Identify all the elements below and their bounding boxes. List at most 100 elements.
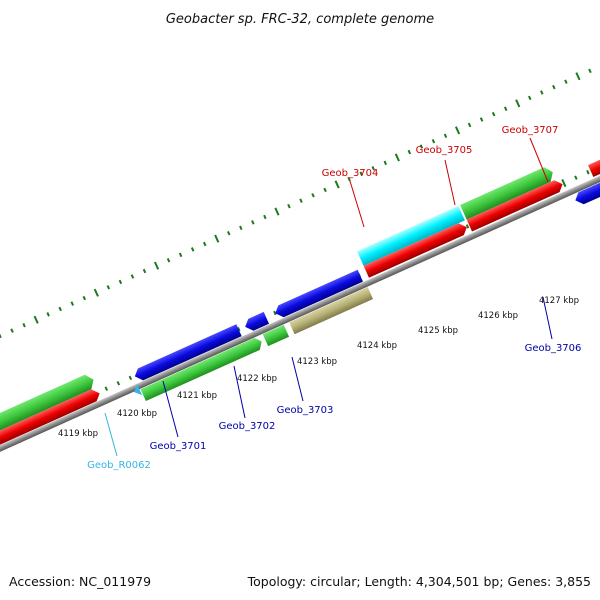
scale-label: 4119 kbp xyxy=(58,429,98,439)
upper-track-minor-tick xyxy=(82,295,87,301)
lower-track-minor-tick xyxy=(273,310,277,316)
leader-geob-3703 xyxy=(291,356,304,402)
upper-track-major-tick xyxy=(394,153,400,162)
gene-red-left xyxy=(0,389,100,477)
upper-track-minor-tick xyxy=(287,203,291,209)
leader-geob-3705 xyxy=(444,159,456,206)
upper-track-minor-tick xyxy=(166,257,171,263)
upper-tick-track xyxy=(0,68,592,339)
upper-track-major-tick xyxy=(33,315,39,324)
gene-label-geob-3706: Geob_3706 xyxy=(525,343,582,354)
leader-geob-3702 xyxy=(233,365,246,419)
gene-geob-3701-green xyxy=(140,337,262,402)
lower-track-minor-tick xyxy=(574,175,578,180)
upper-track-minor-tick xyxy=(443,133,448,139)
genome-summary-text: Topology: circular; Length: 4,304,501 bp… xyxy=(247,574,591,589)
upper-track-minor-tick xyxy=(431,138,436,144)
upper-track-major-tick xyxy=(454,126,461,135)
accession-text: Accession: NC_011979 xyxy=(9,574,151,589)
gene-label-geob-3703: Geob_3703 xyxy=(277,405,334,416)
gene-geob-3703-blue xyxy=(275,269,363,318)
lower-track-minor-tick xyxy=(465,224,470,229)
scale-label: 4123 kbp xyxy=(297,357,337,367)
upper-track-minor-tick xyxy=(118,279,123,285)
scale-label: 4120 kbp xyxy=(117,409,157,419)
upper-track-minor-tick xyxy=(371,165,376,171)
gene-label-geob-3701: Geob_3701 xyxy=(150,441,207,452)
upper-track-major-tick xyxy=(214,234,220,243)
upper-track-minor-tick xyxy=(239,225,243,231)
gene-geob-3705-green xyxy=(460,167,553,220)
gene-geob-3702-blue xyxy=(245,311,270,331)
upper-track-minor-tick xyxy=(527,95,532,101)
gene-geob-3702-green xyxy=(262,324,290,347)
gene-label-geob-r0062: Geob_R0062 xyxy=(87,460,151,471)
upper-track-minor-tick xyxy=(251,220,255,225)
upper-track-minor-tick xyxy=(299,198,303,203)
upper-track-minor-tick xyxy=(46,312,50,317)
upper-track-minor-tick xyxy=(130,274,135,279)
upper-track-major-tick xyxy=(274,207,280,216)
upper-track-minor-tick xyxy=(142,268,147,274)
upper-track-minor-tick xyxy=(467,122,472,128)
gene-geob-3707-red xyxy=(588,159,600,177)
upper-track-major-tick xyxy=(515,99,521,108)
upper-track-minor-tick xyxy=(552,84,556,90)
leader-geob-3706 xyxy=(542,296,553,340)
upper-track-minor-tick xyxy=(311,193,315,198)
leader-geob-3707 xyxy=(529,137,549,183)
gene-label-geob-3705: Geob_3705 xyxy=(416,145,473,156)
lower-track-minor-tick xyxy=(586,170,590,175)
upper-track-minor-tick xyxy=(10,328,14,333)
upper-track-minor-tick xyxy=(190,247,195,252)
upper-track-minor-tick xyxy=(202,241,207,247)
gene-green-left xyxy=(0,374,94,465)
upper-track-minor-tick xyxy=(178,252,183,258)
gene-geob-3705-red xyxy=(466,180,563,232)
scale-label: 4122 kbp xyxy=(237,374,277,384)
gene-geob-3706-blue xyxy=(575,180,600,205)
gene-geob-3704-red xyxy=(363,223,467,278)
upper-track-minor-tick xyxy=(564,79,568,84)
scale-label: 4127 kbp xyxy=(539,296,579,306)
upper-track-minor-tick xyxy=(503,106,508,111)
leader-geob-3704 xyxy=(349,180,365,228)
scale-label: 4124 kbp xyxy=(357,341,397,351)
upper-track-minor-tick xyxy=(347,176,351,182)
gene-name-labels: Geob_R0062 Geob_3701 Geob_3702 Geob_3703… xyxy=(87,125,581,471)
gene-label-geob-3707: Geob_3707 xyxy=(502,125,559,136)
upper-track-major-tick xyxy=(93,288,99,297)
upper-track-minor-tick xyxy=(106,285,111,290)
upper-track-major-tick xyxy=(575,72,581,81)
upper-track-minor-tick xyxy=(70,301,75,306)
scale-labels: 4119 kbp 4120 kbp 4121 kbp 4122 kbp 4123… xyxy=(58,296,579,439)
upper-track-major-tick xyxy=(153,261,160,270)
gene-geob-3701-blue xyxy=(134,324,242,381)
scale-label: 4121 kbp xyxy=(177,391,217,401)
upper-track-minor-tick xyxy=(58,306,62,312)
lower-track-minor-tick xyxy=(128,375,133,381)
lower-track-major-tick xyxy=(561,178,567,188)
upper-track-minor-tick xyxy=(479,117,484,122)
upper-track-minor-tick xyxy=(22,322,26,328)
upper-track-minor-tick xyxy=(419,144,424,149)
upper-track-minor-tick xyxy=(226,230,231,236)
upper-track-minor-tick xyxy=(407,149,412,155)
gene-label-geob-3704: Geob_3704 xyxy=(322,168,379,179)
lower-track-minor-tick xyxy=(236,326,241,332)
gene-features xyxy=(0,159,600,477)
gene-geob-3703-khaki xyxy=(289,287,373,335)
scale-label: 4126 kbp xyxy=(478,311,518,321)
leader-geob-3701 xyxy=(162,380,179,438)
gene-geob-3704-cyan xyxy=(357,205,465,266)
gene-label-geob-3702: Geob_3702 xyxy=(219,421,276,432)
scale-label: 4125 kbp xyxy=(418,326,458,336)
upper-track-major-tick xyxy=(334,180,340,189)
lower-track-minor-tick xyxy=(116,381,121,386)
upper-track-minor-tick xyxy=(0,333,2,339)
gene-geob-r0062-arrow xyxy=(134,384,143,396)
genome-backbone xyxy=(0,111,600,487)
upper-track-minor-tick xyxy=(540,90,544,95)
upper-track-minor-tick xyxy=(383,160,388,166)
